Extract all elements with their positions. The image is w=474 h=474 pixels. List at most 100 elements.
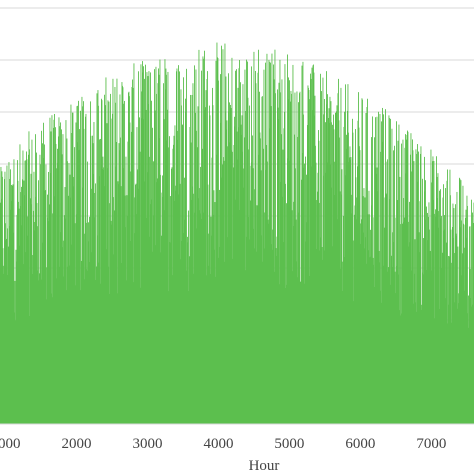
bar (8, 162, 10, 424)
bar (443, 184, 444, 424)
bar (93, 122, 95, 424)
bar (114, 210, 115, 424)
bar (313, 64, 314, 425)
bar (442, 197, 444, 424)
bar (127, 215, 128, 424)
bar (267, 219, 269, 424)
bar (472, 212, 473, 424)
bar (240, 124, 242, 424)
bar (328, 117, 329, 424)
bar (162, 175, 163, 424)
bar (398, 124, 400, 425)
bar (260, 138, 261, 425)
bar (394, 271, 396, 424)
bar (285, 287, 287, 424)
bar (331, 187, 333, 424)
bar (138, 188, 140, 424)
bar (193, 273, 195, 424)
bar (202, 148, 203, 425)
bar (429, 229, 430, 424)
bar (30, 173, 32, 424)
bar (76, 106, 78, 425)
bar (63, 276, 65, 424)
bar (47, 217, 49, 424)
bar (50, 172, 51, 424)
bar (63, 240, 64, 424)
bar (249, 105, 250, 425)
bar (155, 245, 156, 424)
bar (293, 201, 294, 424)
bar (430, 251, 431, 424)
bar (215, 60, 217, 424)
bar (136, 127, 138, 424)
bar (289, 80, 290, 425)
bar (449, 256, 450, 424)
bar (324, 250, 326, 424)
bar (473, 222, 474, 424)
bar (350, 159, 351, 425)
bar (85, 113, 87, 424)
bar (440, 218, 442, 424)
bar (435, 216, 437, 424)
bar (425, 219, 427, 424)
bar (83, 128, 85, 424)
bar (314, 115, 315, 424)
bar (442, 252, 443, 424)
bar (373, 264, 374, 424)
bar (215, 276, 216, 424)
bar (33, 210, 34, 424)
bar (288, 77, 289, 424)
bar (96, 266, 97, 424)
bar (156, 93, 157, 424)
bar (458, 293, 460, 424)
bar (150, 204, 152, 424)
bar (349, 146, 351, 425)
bar (367, 98, 368, 424)
bar (457, 246, 459, 424)
bar (216, 42, 218, 425)
bar (92, 143, 94, 424)
bar (415, 302, 416, 424)
bar (40, 164, 41, 424)
bar (253, 51, 255, 425)
bar (331, 122, 332, 425)
bar (143, 119, 145, 424)
bar (44, 144, 45, 424)
bar (422, 178, 423, 424)
bar (21, 225, 23, 424)
bar (456, 191, 458, 424)
bar (167, 109, 168, 424)
bar (370, 229, 371, 424)
bar (295, 168, 296, 424)
bar (224, 43, 226, 425)
bar (192, 186, 193, 424)
bar (461, 220, 462, 424)
bar (134, 233, 136, 424)
bar (323, 175, 324, 424)
bar (290, 101, 291, 424)
bar (55, 127, 56, 424)
bar (41, 279, 43, 424)
bar (133, 63, 135, 425)
bar (367, 214, 369, 424)
bar (257, 72, 259, 424)
bar (319, 202, 321, 424)
bar (420, 146, 422, 424)
bar (196, 130, 197, 424)
bar (93, 173, 94, 424)
bar (303, 167, 305, 425)
bar (103, 167, 105, 424)
bar (167, 71, 169, 424)
bar (148, 104, 149, 425)
bar (60, 232, 62, 424)
bar (163, 83, 164, 425)
bar (182, 125, 184, 425)
bar (287, 54, 288, 425)
bar (279, 284, 280, 424)
bar (135, 184, 136, 424)
bar (228, 73, 229, 425)
bar (222, 164, 223, 424)
bar (34, 230, 36, 424)
bar (468, 295, 469, 424)
